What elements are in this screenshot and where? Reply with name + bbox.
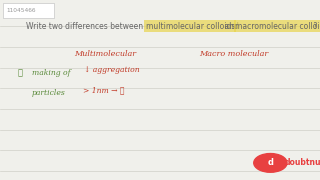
Text: particles: particles (32, 89, 66, 97)
Text: Macro molecular: Macro molecular (199, 50, 268, 58)
Text: multimolecular colloids: multimolecular colloids (146, 22, 235, 31)
Circle shape (254, 154, 287, 172)
Text: doubtnut: doubtnut (285, 158, 320, 167)
Text: 11045466: 11045466 (6, 8, 36, 13)
Text: and: and (222, 22, 242, 31)
Text: ?: ? (311, 22, 317, 31)
Text: ①: ① (18, 69, 23, 77)
Text: ↓ aggregation: ↓ aggregation (84, 66, 140, 74)
Text: d: d (268, 158, 273, 167)
Text: macromolecular colloids: macromolecular colloids (235, 22, 320, 31)
Text: > 1nm → ①: > 1nm → ① (83, 86, 125, 94)
Text: making of: making of (32, 69, 70, 77)
FancyBboxPatch shape (3, 3, 54, 18)
Text: Write two differences between: Write two differences between (26, 22, 145, 31)
Text: Multimolecular: Multimolecular (75, 50, 137, 58)
